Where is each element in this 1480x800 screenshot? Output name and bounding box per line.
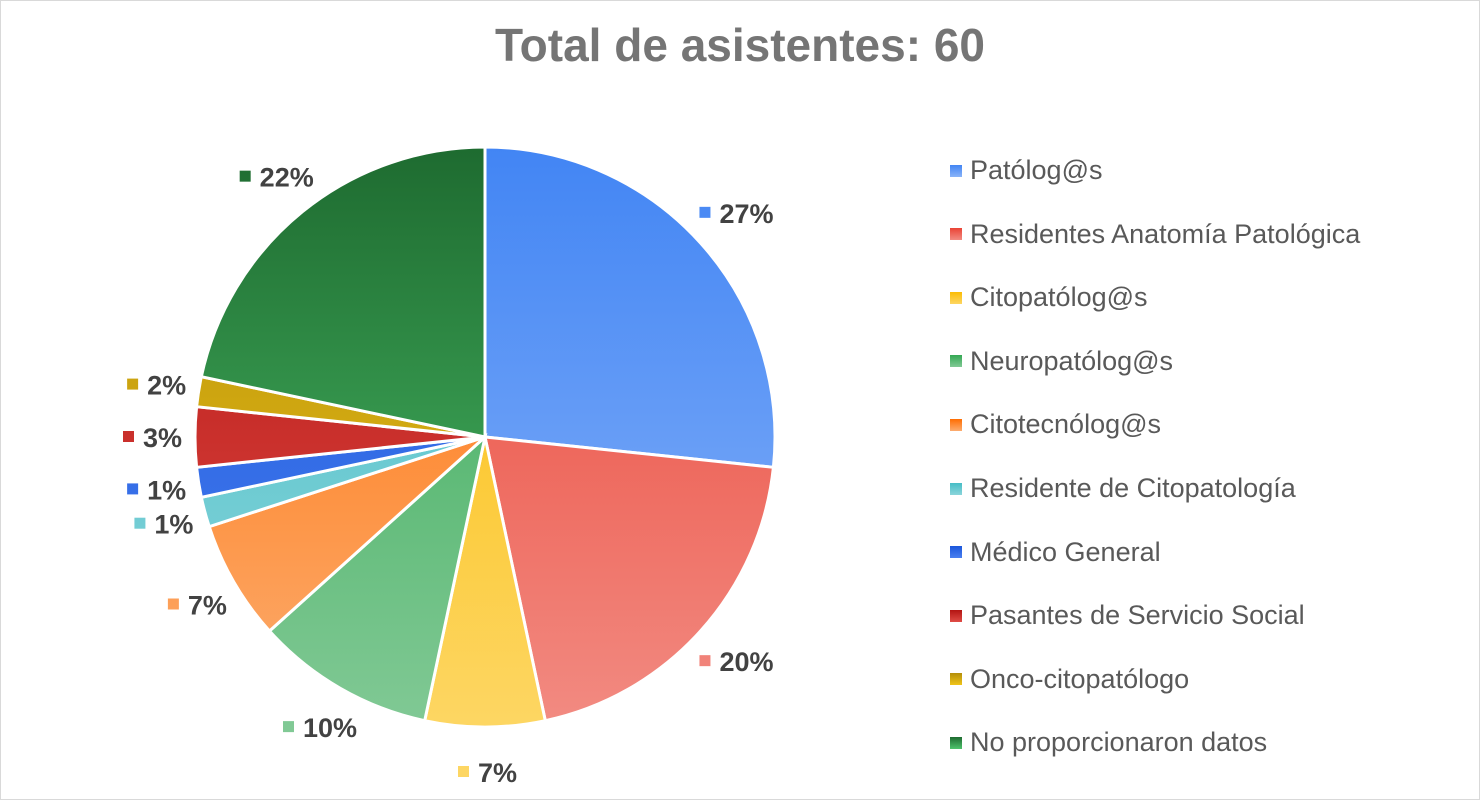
data-label-marker xyxy=(134,517,146,529)
legend-swatch xyxy=(950,355,962,368)
legend-label: Residentes Anatomía Patológica xyxy=(970,218,1361,249)
legend-label: Patólog@s xyxy=(970,155,1103,185)
legend-swatch xyxy=(950,673,962,686)
data-label: 22% xyxy=(260,163,314,193)
legend-item: Médico General xyxy=(950,537,1161,568)
legend-swatch xyxy=(950,228,962,241)
data-label-marker xyxy=(127,378,139,390)
data-label: 20% xyxy=(719,647,773,677)
chart-title: Total de asistentes: 60 xyxy=(495,19,985,71)
legend-item: Residentes Anatomía Patológica xyxy=(950,219,1360,250)
pie-slice xyxy=(483,435,776,723)
pie-slice xyxy=(207,435,487,634)
legend-label: Residente de Citopatología xyxy=(970,473,1296,503)
legend-item: Pasantes de Servicio Social xyxy=(950,600,1305,631)
data-label-marker xyxy=(167,598,179,610)
data-label: 1% xyxy=(147,475,186,505)
legend-label: Pasantes de Servicio Social xyxy=(970,600,1305,631)
legend-swatch xyxy=(950,164,962,177)
data-label-marker xyxy=(458,766,469,777)
data-label-marker xyxy=(123,431,134,442)
data-label-marker xyxy=(239,170,251,182)
legend-label: Médico General xyxy=(970,536,1161,567)
data-label: 7% xyxy=(478,758,517,788)
legend-swatch xyxy=(950,609,962,622)
data-label: 7% xyxy=(188,591,227,621)
legend-item: Patólog@s xyxy=(950,155,1102,186)
legend-label: No proporcionaron datos xyxy=(970,727,1268,758)
legend-item: Residente de Citopatología xyxy=(950,473,1296,504)
pie-slice xyxy=(422,436,548,729)
data-label-marker xyxy=(699,206,711,218)
data-label-marker xyxy=(699,655,711,667)
pie-slice xyxy=(267,432,488,723)
legend-item: Citopatólog@s xyxy=(950,282,1148,313)
pie-slice xyxy=(483,145,777,469)
legend-swatch xyxy=(950,736,962,749)
legend-swatch xyxy=(950,482,962,495)
legend-label: Citotecnólog@s xyxy=(970,409,1162,440)
legend-item: Onco-citopatólogo xyxy=(950,664,1189,695)
data-label-marker xyxy=(283,721,294,733)
data-label: 3% xyxy=(143,423,182,453)
legend-swatch xyxy=(950,291,962,304)
legend-label: Citopatólog@s xyxy=(970,282,1148,313)
legend-label: Onco-citopatólogo xyxy=(970,663,1190,694)
legend-swatch xyxy=(950,546,962,559)
legend-item: Neuropatólog@s xyxy=(950,346,1173,377)
data-label: 1% xyxy=(154,510,193,540)
legend-item: Citotecnólog@s xyxy=(950,409,1161,440)
pie-slice xyxy=(199,145,487,439)
data-label: 2% xyxy=(147,371,186,401)
data-label-marker xyxy=(127,483,139,495)
data-label: 10% xyxy=(303,713,357,743)
legend-item: No proporcionaron datos xyxy=(950,727,1267,758)
legend-swatch xyxy=(950,418,962,431)
legend-label: Neuropatólog@s xyxy=(970,345,1174,376)
data-label: 27% xyxy=(719,199,773,229)
